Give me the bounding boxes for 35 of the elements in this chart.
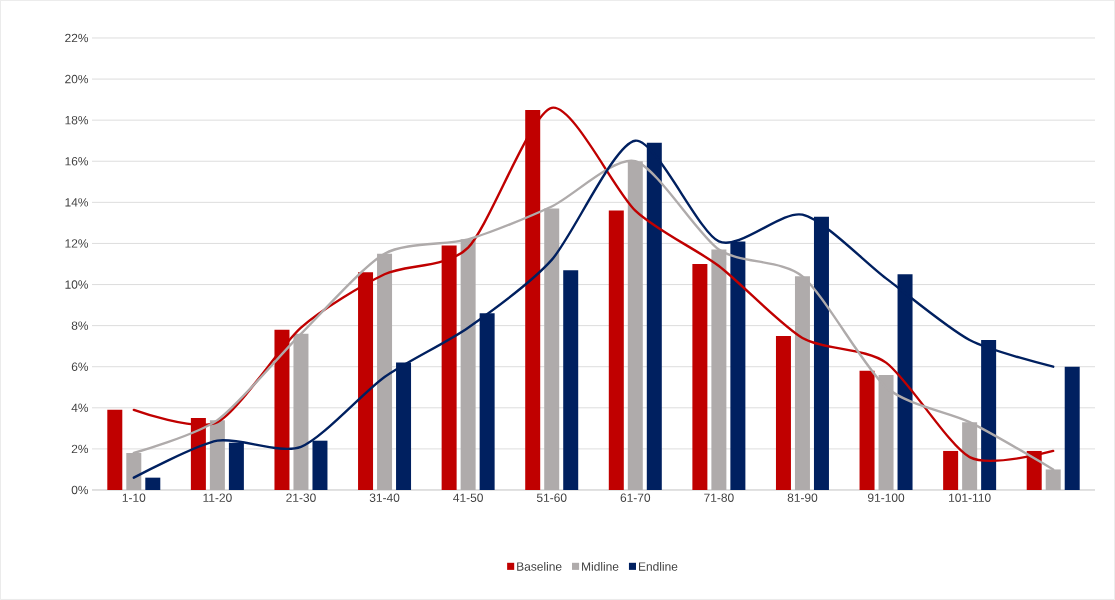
y-tick-label: 16% (65, 157, 89, 166)
x-tick-label: 61-70 (620, 493, 651, 502)
legend-label: Midline (582, 561, 619, 571)
bar (608, 210, 624, 490)
bar (107, 409, 123, 490)
x-tick-label: 31-40 (369, 493, 400, 502)
y-tick-label: 12% (65, 239, 89, 248)
y-tick-label: 14% (65, 198, 89, 207)
bar (775, 335, 791, 490)
y-tick-label: 22% (65, 33, 89, 43)
y-tick-label: 0% (71, 485, 89, 495)
x-tick-label: 101-110 (949, 493, 991, 502)
y-tick-label: 2% (71, 444, 89, 454)
bar (145, 477, 161, 490)
y-tick-label: 18% (65, 115, 89, 125)
x-tick-label: 21-30 (286, 493, 316, 502)
x-tick-label: 41-50 (453, 493, 483, 502)
y-tick-label: 4% (71, 403, 89, 412)
y-tick-label: 10% (65, 280, 89, 289)
x-tick-label: 1-10 (122, 493, 146, 502)
legend-label: Baseline (517, 561, 562, 571)
x-tick-label: 91-100 (868, 493, 905, 502)
x-tick-label: 71-80 (704, 493, 734, 502)
bar (943, 450, 959, 490)
x-tick-label: 11-20 (203, 493, 232, 502)
y-tick-label: 20% (65, 74, 89, 84)
bar (859, 370, 875, 490)
y-tick-label: 6% (71, 362, 89, 371)
bar (692, 263, 708, 490)
x-tick-label: 81-90 (787, 493, 818, 502)
bar (563, 270, 579, 490)
x-tick-label: 51-60 (536, 493, 567, 502)
bar (1064, 366, 1080, 490)
y-tick-label: 8% (71, 321, 89, 330)
legend-label: Endline (639, 561, 678, 571)
